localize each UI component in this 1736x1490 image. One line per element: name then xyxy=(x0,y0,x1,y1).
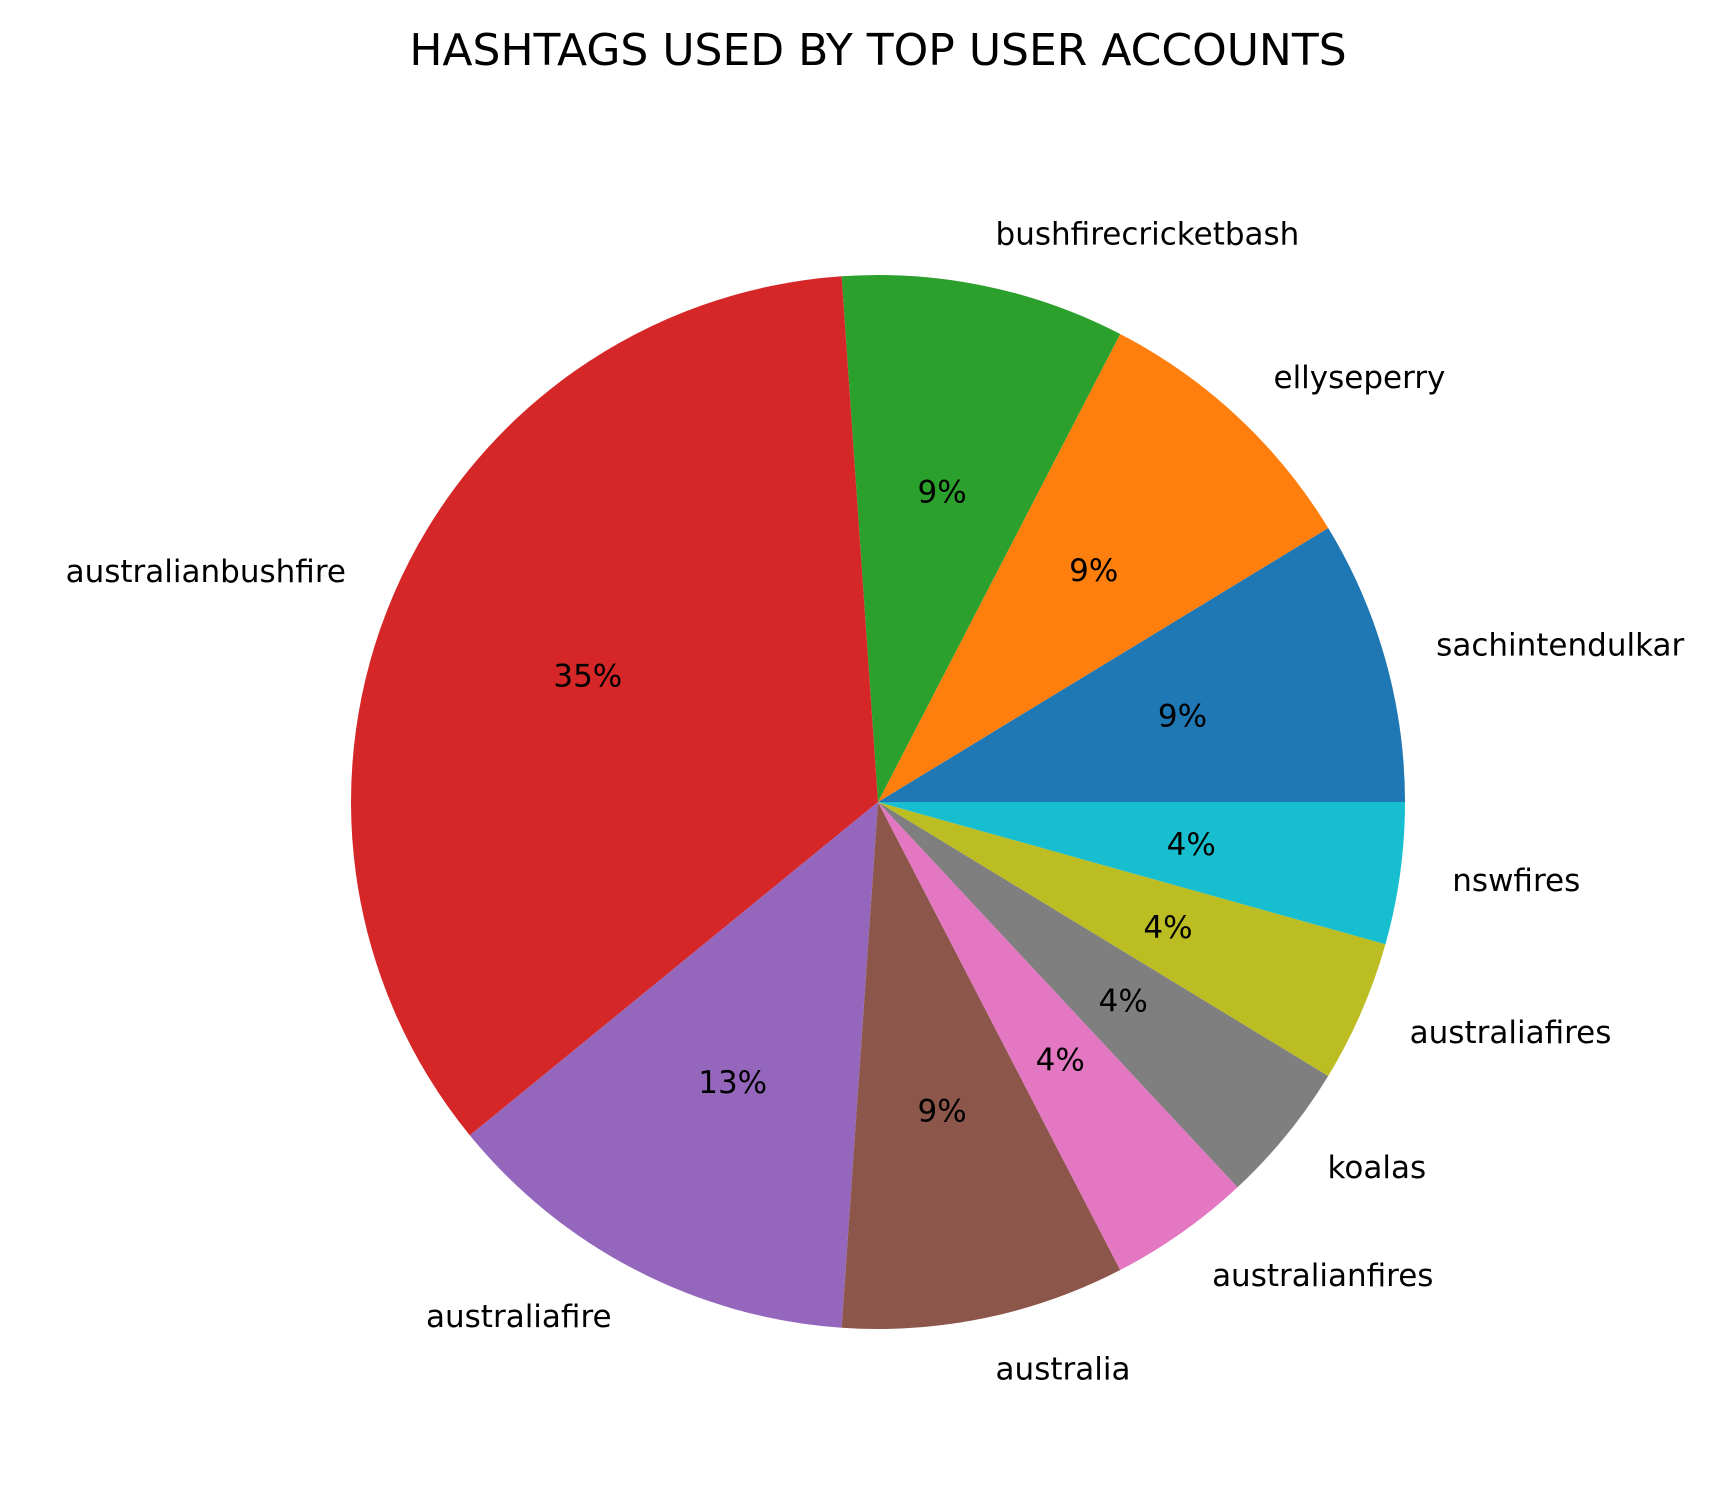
pie-slices xyxy=(351,275,1405,1329)
slice-label-sachintendulkar: sachintendulkar xyxy=(1436,628,1684,664)
pie-slice-australianbushfire xyxy=(351,276,878,1136)
pie-slice-koalas xyxy=(878,802,1329,1188)
pct-label-australianfires: 4% xyxy=(1036,1042,1085,1078)
pie-slice-sachintendulkar xyxy=(878,528,1405,802)
slice-label-koalas: koalas xyxy=(1328,1150,1427,1186)
slice-label-australia: australia xyxy=(996,1352,1131,1388)
pie-slice-nswfires xyxy=(878,802,1405,945)
slice-label-australianfires: australianfires xyxy=(1212,1258,1433,1294)
pie-slice-australianfires xyxy=(878,802,1238,1271)
pie-labels: 9% sachintendulkar 9% ellyseperry 9% bushfire… xyxy=(66,216,1685,1387)
pct-label-ellyseperry: 9% xyxy=(1069,553,1118,589)
slice-label-nswfires: nswfires xyxy=(1452,863,1580,899)
pie-slice-australiafire xyxy=(469,802,878,1328)
pct-label-australia: 9% xyxy=(918,1094,967,1130)
pie-slice-australiafires xyxy=(878,802,1386,1076)
pie-slice-ellyseperry xyxy=(878,333,1329,802)
slice-label-ellyseperry: ellyseperry xyxy=(1274,360,1446,396)
pie-slice-bushfirecricketbash xyxy=(841,275,1121,802)
pct-label-australiafires: 4% xyxy=(1143,910,1192,946)
slice-label-australianbushfire: australianbushfire xyxy=(66,554,346,590)
pct-label-australianbushfire: 35% xyxy=(553,658,622,694)
pie-slice-australia xyxy=(841,802,1121,1329)
pct-label-bushfirecricketbash: 9% xyxy=(918,474,967,510)
slice-label-bushfirecricketbash: bushfirecricketbash xyxy=(996,216,1300,252)
slice-label-australiafire: australiafire xyxy=(426,1299,612,1335)
pct-label-nswfires: 4% xyxy=(1167,827,1216,863)
pct-label-koalas: 4% xyxy=(1099,984,1148,1020)
pct-label-australiafire: 13% xyxy=(698,1065,767,1101)
pct-label-sachintendulkar: 9% xyxy=(1158,699,1207,735)
slice-label-australiafires: australiafires xyxy=(1410,1015,1612,1051)
chart-title: HASHTAGS USED BY TOP USER ACCOUNTS xyxy=(409,25,1346,76)
